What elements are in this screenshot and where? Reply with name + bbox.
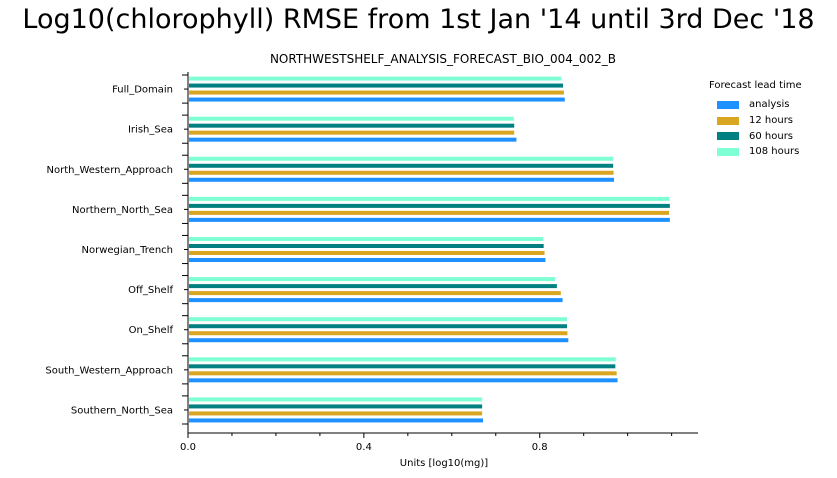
x-axis: 0.0 0.4 0.8 <box>180 432 698 453</box>
legend: Forecast lead time analysis 12 hours 60 ho… <box>709 80 802 160</box>
bar-northern-north-sea-108-hours <box>189 196 670 201</box>
bar-northern-north-sea-12-hours <box>189 210 669 215</box>
legend-entry: 60 hours <box>709 128 802 144</box>
chart-title: Log10(chlorophyll) RMSE from 1st Jan '14… <box>22 4 815 35</box>
bar-irish-sea-108-hours <box>189 116 514 121</box>
legend-items: analysis 12 hours 60 hours 108 hours <box>709 97 802 160</box>
legend-title: Forecast lead time <box>709 80 802 91</box>
x-axis-label: Units [log10(mg)] <box>400 458 489 469</box>
bar-full-domain-60-hours <box>189 83 564 88</box>
y-tick-label: Off_Shelf <box>128 285 173 296</box>
bar-off-shelf-60-hours <box>189 284 557 289</box>
bar-on-shelf-analysis <box>189 338 569 343</box>
legend-entry: analysis <box>709 97 802 113</box>
legend-swatch <box>717 100 739 109</box>
bar-south-western-approach-12-hours <box>189 371 617 376</box>
bar-off-shelf-analysis <box>189 298 563 303</box>
legend-label: 108 hours <box>749 146 800 158</box>
chart-subtitle: NORTHWESTSHELF_ANALYSIS_FORECAST_BIO_004… <box>269 52 617 66</box>
bar-southern-north-sea-108-hours <box>189 397 483 402</box>
y-tick-label: North_Western_Approach <box>47 165 174 176</box>
bar-southern-north-sea-60-hours <box>189 404 483 409</box>
x-tick-label: 0.8 <box>532 442 548 453</box>
legend-swatch <box>717 132 739 141</box>
bar-on-shelf-108-hours <box>189 317 567 322</box>
y-tick-label: Northern_North_Sea <box>72 205 173 216</box>
bar-irish-sea-12-hours <box>189 130 515 135</box>
bar-norwegian-trench-analysis <box>189 258 546 262</box>
y-tick-label: Southern_North_Sea <box>71 405 173 416</box>
bar-norwegian-trench-12-hours <box>189 251 545 255</box>
bar-south-western-approach-analysis <box>189 378 618 383</box>
bar-southern-north-sea-12-hours <box>189 411 483 416</box>
y-tick-label: On_Shelf <box>129 325 174 336</box>
legend-entry: 108 hours <box>709 144 802 160</box>
bar-irish-sea-analysis <box>189 137 517 142</box>
bar-norwegian-trench-60-hours <box>189 244 544 248</box>
bar-southern-north-sea-analysis <box>189 418 484 423</box>
x-tick-label: 0.0 <box>180 442 196 453</box>
bar-irish-sea-60-hours <box>189 123 515 128</box>
bar-off-shelf-108-hours <box>189 277 556 282</box>
bars-group <box>189 76 670 423</box>
y-tick-label: Norwegian_Trench <box>82 245 174 256</box>
bar-full-domain-12-hours <box>189 90 564 95</box>
y-tick-label: Full_Domain <box>112 85 173 96</box>
legend-label: analysis <box>749 99 790 111</box>
y-tick-label: South_Western_Approach <box>45 365 173 376</box>
legend-label: 60 hours <box>749 130 794 142</box>
bar-south-western-approach-60-hours <box>189 364 616 369</box>
bar-north-western-approach-12-hours <box>189 170 614 175</box>
bar-norwegian-trench-108-hours <box>189 237 544 241</box>
bar-off-shelf-12-hours <box>189 291 561 296</box>
bar-on-shelf-12-hours <box>189 331 568 336</box>
x-tick-label: 0.4 <box>356 442 372 453</box>
bar-north-western-approach-analysis <box>189 177 615 182</box>
bar-south-western-approach-108-hours <box>189 357 616 362</box>
legend-swatch <box>717 147 739 156</box>
bar-northern-north-sea-analysis <box>189 217 670 222</box>
bar-northern-north-sea-60-hours <box>189 203 670 208</box>
legend-label: 12 hours <box>749 115 794 127</box>
legend-entry: 12 hours <box>709 113 802 129</box>
bar-full-domain-108-hours <box>189 76 562 81</box>
y-tick-label: Irish_Sea <box>128 125 173 136</box>
bar-north-western-approach-60-hours <box>189 163 614 168</box>
bar-north-western-approach-108-hours <box>189 156 614 161</box>
y-axis: Full_Domain Irish_Sea North_Western_Approa… <box>45 72 189 433</box>
legend-swatch <box>717 116 739 125</box>
bar-full-domain-analysis <box>189 97 565 102</box>
bar-on-shelf-60-hours <box>189 324 567 329</box>
